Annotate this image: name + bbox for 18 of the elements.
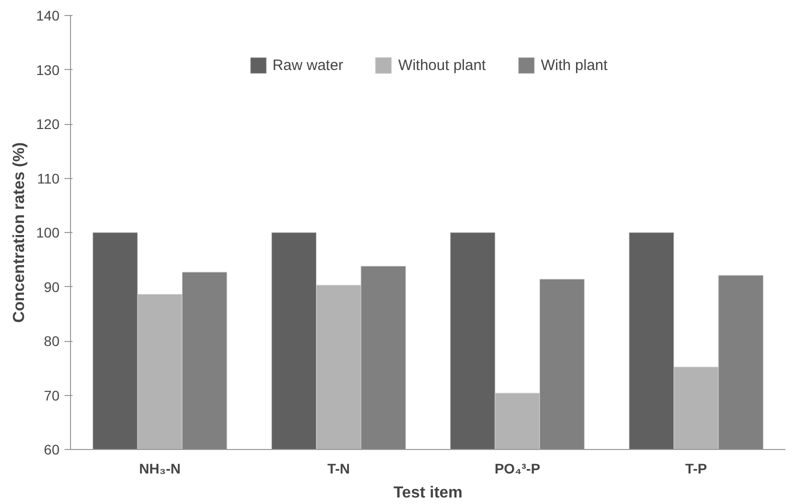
y-tick-label: 90: [44, 278, 60, 295]
y-tick-label: 140: [36, 8, 60, 24]
x-tick-label: T-N: [327, 460, 350, 476]
legend-label: Raw water: [272, 56, 344, 74]
x-tick-label: NH₃-N: [139, 460, 181, 476]
x-tick-label: PO₄³-P: [494, 460, 540, 476]
x-tick-label: T-P: [685, 460, 708, 476]
y-tick-label: 70: [44, 387, 60, 404]
y-tick-label: 110: [37, 170, 60, 186]
y-axis-title: Concentration rates (%): [11, 142, 28, 323]
y-tick-label: 120: [36, 116, 60, 132]
x-axis-title: Test item: [393, 484, 463, 502]
legend-label: With plant: [540, 56, 608, 74]
y-tick-label: 80: [44, 333, 60, 349]
y-tick-label: 130: [36, 62, 60, 78]
y-tick-label: 100: [36, 224, 60, 240]
y-tick-label: 60: [44, 442, 60, 458]
legend-label: Without plant: [398, 56, 486, 74]
